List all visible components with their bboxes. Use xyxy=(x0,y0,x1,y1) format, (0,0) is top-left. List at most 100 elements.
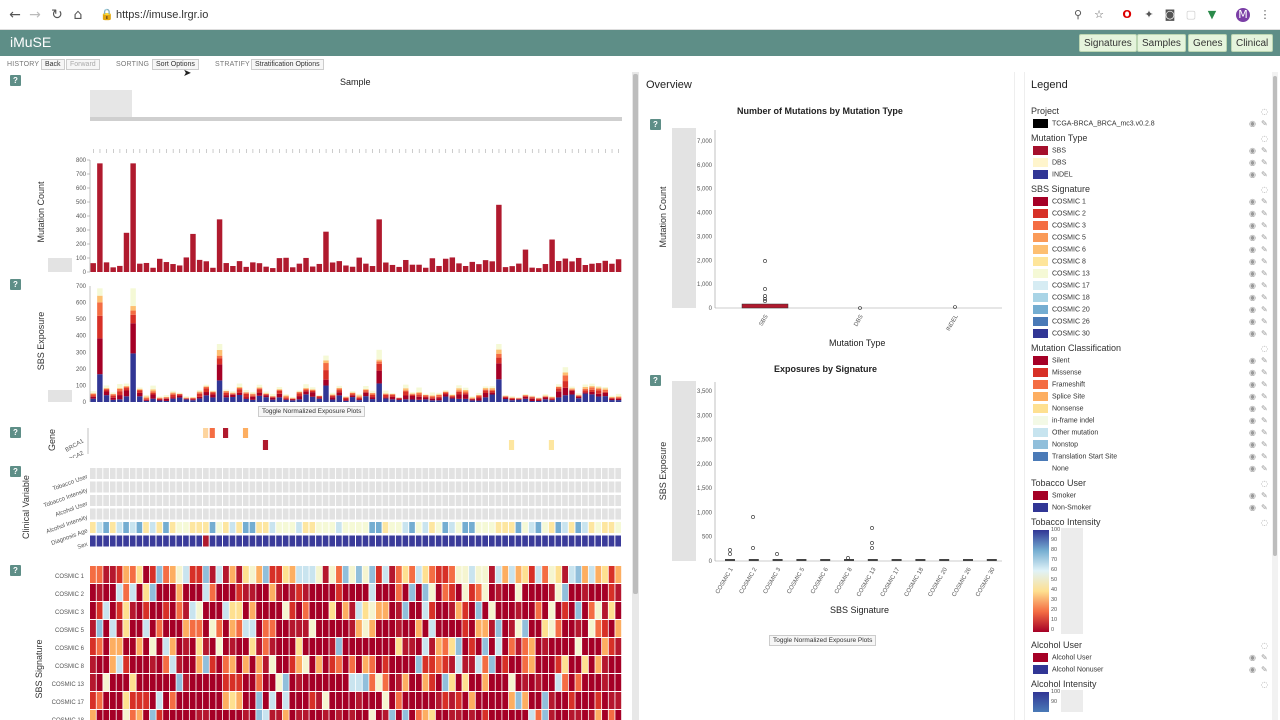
reload-icon[interactable]: ↻ xyxy=(51,7,63,23)
visibility-eye-icon[interactable]: ◉ xyxy=(1249,503,1256,512)
legend-item[interactable]: Non-Smoker xyxy=(1033,503,1091,513)
visibility-eye-icon[interactable]: ◉ xyxy=(1249,317,1256,326)
legend-item[interactable]: Smoker xyxy=(1033,491,1076,501)
visibility-eye-icon[interactable]: ◉ xyxy=(1249,464,1256,473)
legend-item[interactable]: COSMIC 13 xyxy=(1033,269,1090,279)
clinical-button[interactable]: Clinical xyxy=(1231,34,1274,52)
edit-pencil-icon[interactable]: ✎ xyxy=(1261,305,1268,314)
visibility-eye-icon[interactable]: ◉ xyxy=(1249,329,1256,338)
edit-pencil-icon[interactable]: ✎ xyxy=(1261,428,1268,437)
legend-item[interactable]: DBS xyxy=(1033,158,1066,168)
visibility-eye-icon[interactable]: ◉ xyxy=(1249,209,1256,218)
edit-pencil-icon[interactable]: ✎ xyxy=(1261,209,1268,218)
edit-pencil-icon[interactable]: ✎ xyxy=(1261,329,1268,338)
sample-brush[interactable] xyxy=(90,90,132,118)
visibility-eye-icon[interactable]: ◉ xyxy=(1249,491,1256,500)
edit-pencil-icon[interactable]: ✎ xyxy=(1261,416,1268,425)
visibility-eye-icon[interactable]: ◉ xyxy=(1249,305,1256,314)
edit-pencil-icon[interactable]: ✎ xyxy=(1261,368,1268,377)
visibility-eye-icon[interactable]: ◉ xyxy=(1249,197,1256,206)
edit-pencil-icon[interactable]: ✎ xyxy=(1261,440,1268,449)
extension-icon[interactable]: ✦ xyxy=(1144,8,1154,21)
legend-item[interactable]: COSMIC 2 xyxy=(1033,209,1086,219)
legend-item[interactable]: COSMIC 1 xyxy=(1033,197,1086,207)
edit-pencil-icon[interactable]: ✎ xyxy=(1261,170,1268,179)
extension-square-icon[interactable]: ▢ xyxy=(1185,8,1197,21)
legend-item[interactable]: COSMIC 20 xyxy=(1033,305,1090,315)
section-toggle-icon[interactable]: ◌ xyxy=(1261,134,1268,143)
help-button[interactable]: ? xyxy=(10,75,21,86)
overview-toggle-normalized-button[interactable]: Toggle Normalized Exposure Plots xyxy=(769,635,877,646)
samples-button[interactable]: Samples xyxy=(1137,34,1186,52)
visibility-eye-icon[interactable]: ◉ xyxy=(1249,257,1256,266)
visibility-eye-icon[interactable]: ◉ xyxy=(1249,428,1256,437)
legend-item[interactable]: Silent xyxy=(1033,356,1070,366)
back-button[interactable]: Back xyxy=(41,59,65,70)
pocket-icon[interactable]: ◙ xyxy=(1164,8,1176,21)
profile-avatar[interactable]: M xyxy=(1236,8,1250,22)
visibility-eye-icon[interactable]: ◉ xyxy=(1249,281,1256,290)
legend-item[interactable]: SBS xyxy=(1033,146,1066,156)
visibility-eye-icon[interactable]: ◉ xyxy=(1249,368,1256,377)
legend-item[interactable]: COSMIC 5 xyxy=(1033,233,1086,243)
legend-scrollbar[interactable] xyxy=(1272,72,1278,720)
section-toggle-icon[interactable]: ◌ xyxy=(1261,185,1268,194)
legend-item[interactable]: TCGA-BRCA_BRCA_mc3.v0.2.8 xyxy=(1033,119,1155,129)
help-button[interactable]: ? xyxy=(10,565,21,576)
edit-pencil-icon[interactable]: ✎ xyxy=(1261,356,1268,365)
edit-pencil-icon[interactable]: ✎ xyxy=(1261,665,1268,674)
sort-options-button[interactable]: Sort Options xyxy=(152,59,199,70)
edit-pencil-icon[interactable]: ✎ xyxy=(1261,146,1268,155)
edit-pencil-icon[interactable]: ✎ xyxy=(1261,491,1268,500)
visibility-eye-icon[interactable]: ◉ xyxy=(1249,452,1256,461)
legend-item[interactable]: Other mutation xyxy=(1033,428,1098,438)
edit-pencil-icon[interactable]: ✎ xyxy=(1261,269,1268,278)
visibility-eye-icon[interactable]: ◉ xyxy=(1249,356,1256,365)
section-toggle-icon[interactable]: ◌ xyxy=(1261,344,1268,353)
menu-kebab-icon[interactable]: ⋮ xyxy=(1259,8,1271,21)
legend-item[interactable]: Alcohol Nonuser xyxy=(1033,665,1103,675)
left-panel-scroll-thumb[interactable] xyxy=(633,74,638,594)
help-button[interactable]: ? xyxy=(650,119,661,130)
visibility-eye-icon[interactable]: ◉ xyxy=(1249,440,1256,449)
edit-pencil-icon[interactable]: ✎ xyxy=(1261,197,1268,206)
opera-extension-icon[interactable]: O xyxy=(1122,8,1132,21)
legend-item[interactable]: COSMIC 18 xyxy=(1033,293,1090,303)
visibility-eye-icon[interactable]: ◉ xyxy=(1249,233,1256,242)
visibility-eye-icon[interactable]: ◉ xyxy=(1249,158,1256,167)
legend-item[interactable]: COSMIC 26 xyxy=(1033,317,1090,327)
visibility-eye-icon[interactable]: ◉ xyxy=(1249,146,1256,155)
back-arrow-icon[interactable]: ← xyxy=(9,7,21,23)
visibility-eye-icon[interactable]: ◉ xyxy=(1249,245,1256,254)
edit-pencil-icon[interactable]: ✎ xyxy=(1261,281,1268,290)
visibility-eye-icon[interactable]: ◉ xyxy=(1249,293,1256,302)
legend-item[interactable]: COSMIC 17 xyxy=(1033,281,1090,291)
edit-pencil-icon[interactable]: ✎ xyxy=(1261,653,1268,662)
home-icon[interactable]: ⌂ xyxy=(73,7,83,23)
visibility-eye-icon[interactable]: ◉ xyxy=(1249,119,1256,128)
legend-item[interactable]: in-frame indel xyxy=(1033,416,1094,426)
legend-item[interactable]: Nonsense xyxy=(1033,404,1084,414)
visibility-eye-icon[interactable]: ◉ xyxy=(1249,392,1256,401)
edit-pencil-icon[interactable]: ✎ xyxy=(1261,119,1268,128)
section-toggle-icon[interactable]: ◌ xyxy=(1261,479,1268,488)
legend-item[interactable]: Alcohol User xyxy=(1033,653,1092,663)
zoom-icon[interactable]: ⚲ xyxy=(1073,8,1083,21)
legend-item[interactable]: None xyxy=(1033,464,1069,474)
legend-item[interactable]: Frameshift xyxy=(1033,380,1085,390)
forward-arrow-icon[interactable]: → xyxy=(29,7,41,23)
edit-pencil-icon[interactable]: ✎ xyxy=(1261,257,1268,266)
edit-pencil-icon[interactable]: ✎ xyxy=(1261,317,1268,326)
address-bar[interactable]: https://imuse.lrgr.io xyxy=(116,9,209,21)
vue-extension-icon[interactable]: ▼ xyxy=(1207,8,1217,21)
legend-item[interactable]: Missense xyxy=(1033,368,1082,378)
section-toggle-icon[interactable]: ◌ xyxy=(1261,641,1268,650)
help-button[interactable]: ? xyxy=(10,466,21,477)
legend-item[interactable]: Splice Site xyxy=(1033,392,1085,402)
toggle-normalized-exposure-button[interactable]: Toggle Normalized Exposure Plots xyxy=(258,406,366,417)
stratification-options-button[interactable]: Stratification Options xyxy=(251,59,324,70)
visibility-eye-icon[interactable]: ◉ xyxy=(1249,653,1256,662)
legend-item[interactable]: COSMIC 8 xyxy=(1033,257,1086,267)
help-button[interactable]: ? xyxy=(650,375,661,386)
edit-pencil-icon[interactable]: ✎ xyxy=(1261,503,1268,512)
